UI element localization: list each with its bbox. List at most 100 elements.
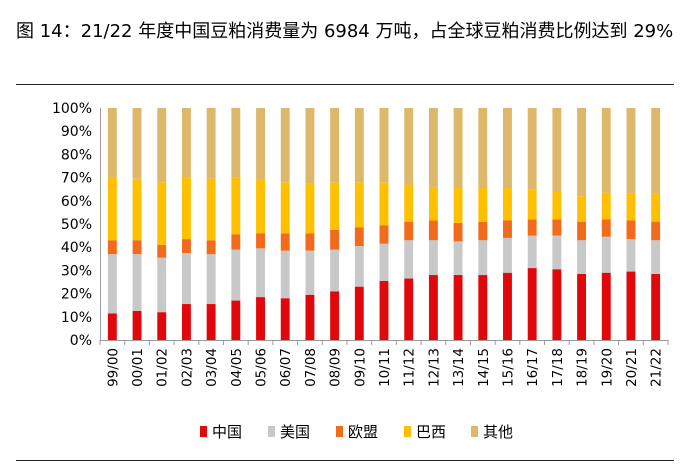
bar-segment-2-19-20 [601, 236, 611, 273]
y-tick-label: 10% [61, 310, 92, 326]
bar-segment-3-04-05 [231, 234, 241, 250]
bar-segment-2-10-11 [379, 243, 389, 281]
bar-segment-1-99-00 [107, 313, 117, 340]
bar-segment-5-12-13 [428, 108, 438, 187]
bar-segment-5-13-14 [453, 108, 463, 189]
bar-segment-3-13-14 [453, 222, 463, 242]
legend-swatch-2 [268, 426, 275, 437]
x-tick-label: 05/06 [254, 348, 270, 387]
legend-label-5: 其他 [483, 423, 513, 441]
bar-segment-2-15-16 [503, 237, 512, 273]
bar-segment-2-05-06 [256, 248, 265, 298]
y-tick-label: 70% [61, 171, 92, 187]
bar-segment-2-18-19 [577, 240, 587, 274]
y-tick-label: 60% [61, 194, 92, 210]
x-tick-label: 13/14 [451, 348, 467, 387]
bar-segment-2-04-05 [231, 249, 241, 301]
bar-segment-4-21-22 [651, 193, 661, 222]
bar-segment-1-16-17 [527, 268, 537, 340]
bar-segment-2-00-01 [132, 254, 142, 311]
bar-segment-5-08-09 [330, 108, 340, 183]
bar-segment-5-09-10 [354, 108, 364, 183]
bar-segment-2-17-18 [552, 235, 562, 270]
bar-segment-5-06-07 [280, 108, 290, 183]
bar-segment-5-19-20 [601, 108, 611, 193]
bar-segment-2-08-09 [330, 249, 340, 292]
bar-segment-3-05-06 [256, 233, 265, 249]
bar-segment-1-08-09 [330, 291, 340, 340]
bar-segment-3-14-15 [478, 221, 488, 241]
bar-segment-1-04-05 [231, 300, 241, 340]
bar-segment-2-11-12 [404, 240, 414, 279]
x-tick-label: 09/10 [352, 348, 368, 387]
bar-segment-3-12-13 [428, 220, 438, 241]
bar-segment-5-99-00 [107, 108, 117, 178]
legend-label-1: 中国 [212, 423, 242, 441]
legend-label-4: 巴西 [416, 423, 446, 441]
x-tick-label: 10/11 [377, 348, 393, 387]
legend-swatch-4 [404, 426, 411, 437]
bar-segment-4-17-18 [552, 191, 562, 220]
bar-segment-1-13-14 [453, 275, 463, 340]
bar-segment-4-13-14 [453, 188, 463, 223]
bar-segment-2-09-10 [354, 246, 364, 287]
bar-segment-2-01-02 [157, 257, 167, 313]
x-tick-label: 02/03 [179, 348, 195, 387]
x-tick-label: 12/13 [426, 348, 442, 387]
bar-segment-4-14-15 [478, 188, 488, 222]
bar-segment-1-17-18 [552, 269, 562, 340]
bar-segment-2-20-21 [626, 239, 636, 272]
y-tick-label: 80% [61, 147, 92, 163]
x-tick-label: 20/21 [624, 348, 640, 387]
bar-segment-4-10-11 [379, 182, 389, 226]
bar-segment-2-99-00 [107, 254, 117, 314]
x-tick-label: 07/08 [303, 348, 319, 387]
x-tick-label: 17/18 [550, 348, 566, 387]
x-tick-label: 15/16 [500, 348, 516, 387]
bar-segment-4-06-07 [280, 182, 290, 234]
x-tick-label: 08/09 [328, 348, 344, 387]
bar-segment-1-01-02 [157, 312, 167, 340]
bar-segment-2-07-08 [305, 250, 315, 295]
legend-label-2: 美国 [280, 423, 310, 441]
bar-segment-3-16-17 [527, 219, 537, 236]
bar-segment-3-15-16 [503, 220, 512, 238]
x-tick-label: 21/22 [649, 348, 665, 387]
y-tick-label: 0% [70, 333, 92, 349]
x-tick-label: 19/20 [599, 348, 615, 387]
bar-segment-1-12-13 [428, 275, 438, 340]
x-tick-label: 18/19 [575, 348, 591, 387]
bar-segment-5-03-04 [206, 108, 216, 179]
bar-segment-5-05-06 [256, 108, 265, 180]
x-tick-label: 14/15 [476, 348, 492, 387]
bar-segment-1-07-08 [305, 294, 315, 340]
bar-segment-4-05-06 [256, 179, 265, 234]
bar-segment-4-04-05 [231, 177, 241, 235]
bar-segment-4-00-01 [132, 178, 142, 241]
bar-segment-4-18-19 [577, 196, 587, 222]
bar-segment-4-08-09 [330, 182, 340, 230]
bar-segment-1-20-21 [626, 271, 636, 340]
bar-segment-3-99-00 [107, 240, 117, 255]
bar-segment-3-17-18 [552, 219, 562, 236]
bar-segment-2-16-17 [527, 235, 537, 269]
y-tick-label: 20% [61, 287, 92, 303]
chart-title: 图 14：21/22 年度中国豆粕消费量为 6984 万吨，占全球豆粕消费比例达… [16, 21, 674, 42]
bar-segment-3-19-20 [601, 219, 611, 237]
bar-segment-5-02-03 [181, 108, 191, 178]
bar-segment-5-20-21 [626, 108, 636, 194]
bar-segment-1-11-12 [404, 278, 414, 340]
y-tick-label: 100% [52, 101, 92, 117]
bar-segment-2-21-22 [651, 240, 661, 274]
bar-segment-2-12-13 [428, 240, 438, 276]
bar-segment-1-18-19 [577, 273, 587, 340]
bar-segment-5-18-19 [577, 108, 587, 197]
legend-swatch-5 [471, 426, 478, 437]
x-tick-label: 11/12 [402, 348, 418, 387]
bar-segment-5-21-22 [651, 108, 661, 194]
bottom-divider [16, 460, 674, 461]
bar-segment-5-15-16 [503, 108, 512, 189]
bar-segment-5-14-15 [478, 108, 488, 189]
bar-segment-3-09-10 [354, 227, 364, 247]
bar-segment-1-10-11 [379, 280, 389, 340]
